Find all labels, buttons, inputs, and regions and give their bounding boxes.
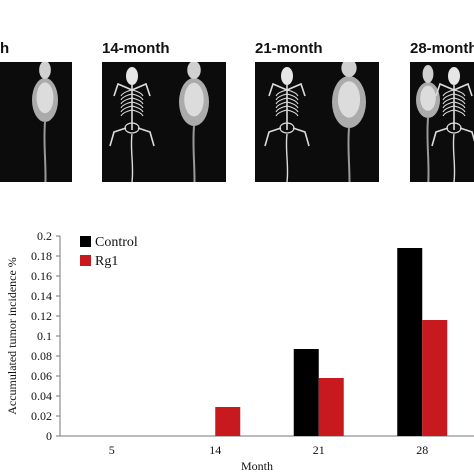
legend-label: Rg1 [95,254,118,269]
x-tick-label: 28 [416,443,428,457]
y-tick-label: 0.14 [31,289,52,303]
x-tick-label: 14 [209,443,221,457]
bar-control-28 [397,248,423,436]
panel-label-28-month: 28-month [410,40,474,57]
y-tick-label: 0 [46,429,52,443]
y-tick-label: 0.04 [31,389,52,403]
y-tick-label: 0.08 [31,349,52,363]
xray-image-row: h 14-month 21-month 28-month [0,0,474,190]
bar-control-21 [293,349,319,436]
y-tick-label: 0.16 [31,269,52,283]
y-tick-label: 0.1 [37,329,52,343]
panel-label-5-month: h [0,40,10,57]
legend-label: Control [95,235,138,250]
y-tick-label: 0.2 [37,229,52,243]
x-axis-label: Month [241,459,273,473]
panel-label-14-month: 14-month [102,40,170,57]
xray-image-28-month [410,62,474,182]
legend-swatch [80,236,91,247]
bar-rg1-21 [318,378,344,436]
x-tick-label: 21 [313,443,325,457]
panel-label-21-month: 21-month [255,40,323,57]
y-tick-label: 0.02 [31,409,52,423]
bar-rg1-28 [422,320,448,436]
y-tick-label: 0.06 [31,369,52,383]
y-axis-label: Accumulated tumor incidence % [5,257,19,415]
bar-rg1-14 [215,407,241,436]
y-tick-label: 0.12 [31,309,52,323]
y-tick-label: 0.18 [31,249,52,263]
xray-image-14-month [102,62,226,182]
x-tick-label: 5 [109,443,115,457]
xray-image-5-month [0,62,72,182]
tumor-incidence-bar-chart: 0 0.02 0.04 0.06 0.08 0.1 0.12 0.14 0.16 0.18 0.2 A… [5,229,474,473]
xray-image-21-month [255,62,379,182]
legend-swatch [80,255,91,266]
